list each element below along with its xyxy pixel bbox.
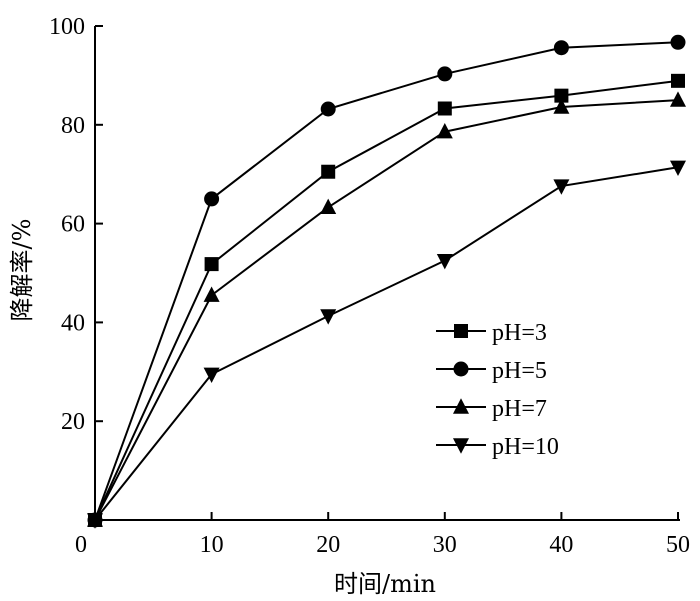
data-point xyxy=(436,123,453,139)
data-point xyxy=(203,367,220,383)
y-tick-label: 60 xyxy=(61,212,85,238)
series-line xyxy=(94,99,679,521)
series-line xyxy=(94,79,679,521)
series-layer xyxy=(87,34,686,529)
data-point xyxy=(320,309,337,325)
data-point xyxy=(453,438,469,454)
data-point xyxy=(321,164,336,179)
y-tick-label: 40 xyxy=(61,310,85,336)
x-tick-label: 0 xyxy=(75,532,87,558)
x-axis-title: 时间/min xyxy=(334,570,436,598)
data-point xyxy=(454,324,468,338)
data-point xyxy=(553,40,569,56)
series-2 xyxy=(87,34,686,528)
legend-label: pH=10 xyxy=(492,434,559,460)
data-point xyxy=(204,191,220,207)
data-point xyxy=(453,398,469,414)
axes: 0 10 20 30 40 50 20 40 60 80 100 xyxy=(49,14,690,558)
data-point xyxy=(453,361,469,377)
data-point xyxy=(671,73,685,88)
legend-item: pH=5 xyxy=(436,358,547,384)
y-tick-label: 80 xyxy=(61,113,85,139)
data-point xyxy=(320,101,336,117)
data-point xyxy=(554,88,569,103)
series-1 xyxy=(88,73,685,527)
data-point xyxy=(204,257,219,272)
legend-label: pH=7 xyxy=(492,396,547,422)
data-point xyxy=(670,34,686,50)
y-axis-title: 降解率/% xyxy=(8,219,36,322)
x-tick-label: 20 xyxy=(316,532,340,558)
data-point xyxy=(437,101,452,116)
series-4 xyxy=(87,160,686,529)
data-point xyxy=(87,513,103,529)
legend: pH=3 pH=5 pH=7 pH=10 xyxy=(436,320,559,460)
series-3 xyxy=(87,91,686,527)
x-tick-label: 40 xyxy=(549,532,573,558)
legend-item: pH=3 xyxy=(436,320,547,346)
data-point xyxy=(320,198,337,214)
x-tick-label: 30 xyxy=(433,532,457,558)
data-point xyxy=(553,98,570,114)
legend-item: pH=7 xyxy=(436,396,547,422)
data-point xyxy=(670,91,686,107)
data-point xyxy=(670,160,686,176)
data-point xyxy=(437,66,453,82)
legend-label: pH=5 xyxy=(492,358,547,384)
series-line xyxy=(94,166,679,521)
x-tick-label: 10 xyxy=(200,532,224,558)
legend-item: pH=10 xyxy=(436,434,559,460)
series-line xyxy=(94,41,679,521)
data-point xyxy=(203,286,220,302)
legend-label: pH=3 xyxy=(492,320,547,346)
y-tick-label: 20 xyxy=(61,409,85,435)
y-tick-label: 100 xyxy=(49,14,85,40)
data-point xyxy=(553,179,570,195)
x-tick-label: 50 xyxy=(666,532,690,558)
data-point xyxy=(436,253,453,270)
